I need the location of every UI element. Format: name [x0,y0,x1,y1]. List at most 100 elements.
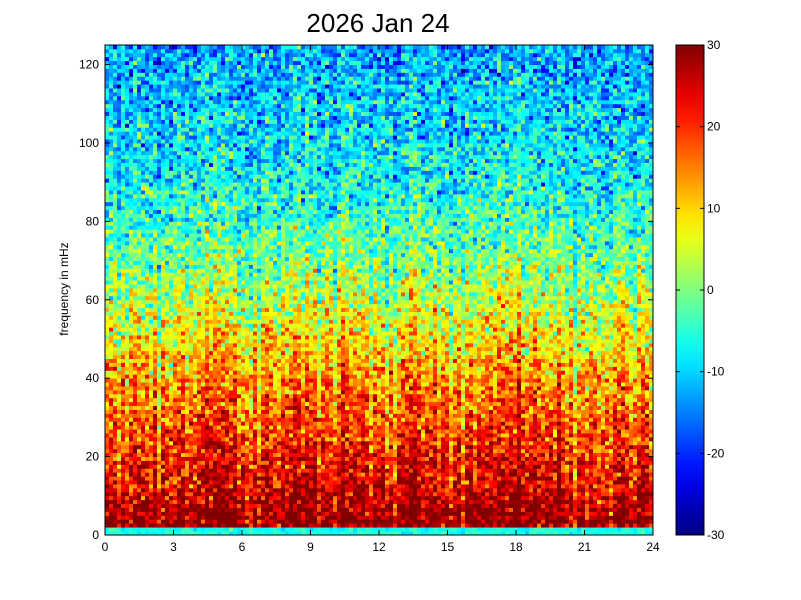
heatmap-cell [165,499,170,505]
heatmap-cell [189,209,194,214]
heatmap-cell [193,288,198,293]
heatmap-cell [229,409,234,414]
heatmap-cell [137,405,142,410]
heatmap-cell [165,95,170,101]
heatmap-cell [185,491,190,497]
heatmap-cell [221,303,226,309]
heatmap-cell [201,515,206,520]
heatmap-cell [113,346,118,352]
heatmap-cell [221,84,226,89]
heatmap-cell [181,95,186,101]
heatmap-cell [125,276,130,281]
heatmap-cell [209,335,214,340]
heatmap-cell [173,244,178,250]
heatmap-cell [221,531,226,536]
heatmap-cell [165,393,170,399]
heatmap-cell [257,99,262,105]
heatmap-cell [133,107,138,113]
heatmap-cell [209,166,214,171]
heatmap-cell [225,476,230,481]
heatmap-cell [221,433,226,438]
heatmap-cell [217,299,222,305]
heatmap-cell [109,531,114,536]
heatmap-cell [137,448,142,454]
heatmap-cell [125,527,130,532]
heatmap-cell [153,95,158,101]
heatmap-cell [225,88,230,93]
heatmap-cell [117,272,122,277]
heatmap-cell [165,88,170,93]
heatmap-cell [193,523,198,528]
heatmap-cell [109,523,114,528]
heatmap-cell [217,389,222,395]
heatmap-cell [169,358,174,363]
heatmap-cell [249,166,254,171]
heatmap-cell [121,174,126,179]
heatmap-cell [217,88,222,93]
heatmap-cell [113,92,118,97]
heatmap-cell [205,84,210,89]
heatmap-cell [177,491,182,497]
heatmap-cell [157,456,162,461]
heatmap-cell [241,413,246,418]
heatmap-cell [205,178,210,183]
heatmap-cell [181,311,186,316]
heatmap-cell [221,319,226,324]
heatmap-cell [245,295,250,301]
heatmap-cell [205,464,210,469]
heatmap-cell [145,201,150,207]
heatmap-cell [137,143,142,148]
heatmap-cell [129,433,134,438]
heatmap-cell [221,131,226,136]
heatmap-cell [229,205,234,211]
heatmap-cell [173,413,178,418]
heatmap-cell [149,64,154,69]
heatmap-cell [221,339,226,344]
heatmap-cell [257,491,262,497]
heatmap-cell [237,174,242,179]
heatmap-cell [213,276,218,281]
heatmap-cell [197,366,202,371]
heatmap-cell [129,331,134,336]
heatmap-cell [117,135,122,140]
heatmap-cell [217,256,222,261]
heatmap-cell [173,456,178,461]
heatmap-cell [237,319,242,324]
heatmap-cell [213,362,218,367]
heatmap-cell [185,115,190,120]
heatmap-cell [125,433,130,438]
heatmap-cell [197,107,202,113]
heatmap-cell [121,397,126,403]
heatmap-cell [197,468,202,473]
heatmap-cell [213,139,218,144]
heatmap-cell [141,456,146,461]
heatmap-cell [193,80,198,85]
heatmap-cell [161,225,166,230]
heatmap-cell [173,154,178,160]
heatmap-cell [153,448,158,454]
heatmap-cell [225,107,230,113]
heatmap-cell [201,56,206,62]
heatmap-cell [233,386,238,391]
heatmap-cell [145,252,150,258]
heatmap-cell [185,444,190,450]
heatmap-cell [229,511,234,516]
heatmap-cell [217,433,222,438]
heatmap-cell [157,397,162,403]
heatmap-cell [133,115,138,120]
heatmap-cell [225,162,230,167]
heatmap-cell [133,523,138,528]
heatmap-cell [141,115,146,120]
heatmap-cell [121,354,126,359]
heatmap-cell [213,354,218,359]
heatmap-cell [249,146,254,152]
heatmap-cell [165,182,170,187]
heatmap-cell [161,276,166,281]
heatmap-cell [217,315,222,320]
heatmap-cell [245,143,250,148]
heatmap-cell [209,472,214,477]
heatmap-cell [137,303,142,309]
heatmap-cell [173,252,178,258]
heatmap-cell [177,256,182,261]
heatmap-cell [233,484,238,489]
